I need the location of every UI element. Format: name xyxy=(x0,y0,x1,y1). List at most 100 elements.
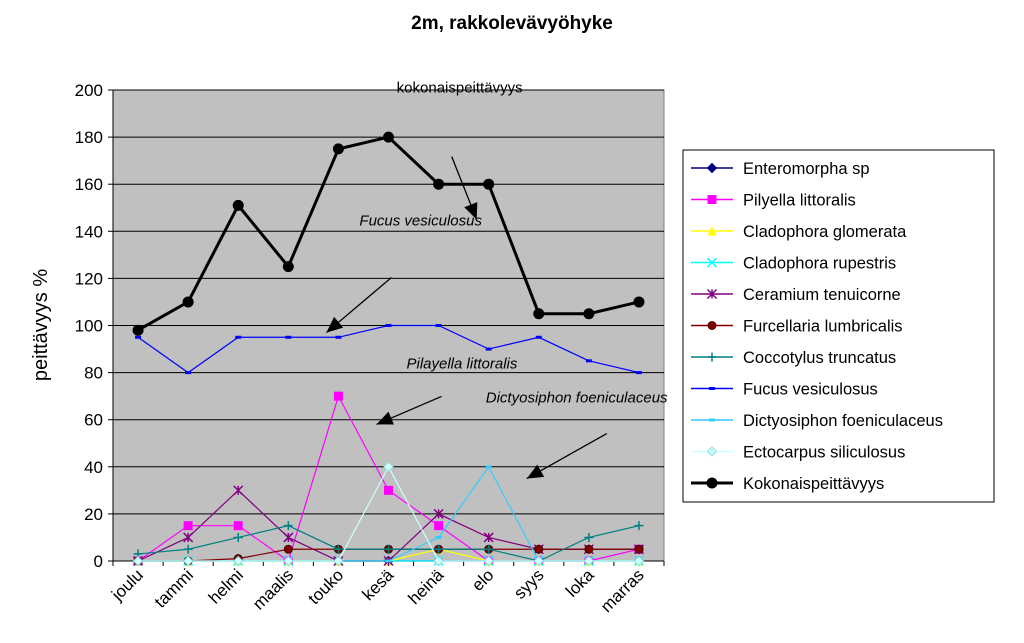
data-point xyxy=(132,555,144,567)
data-point xyxy=(635,371,642,375)
x-tick-label: loka xyxy=(562,565,598,601)
y-tick-label: 120 xyxy=(75,269,103,288)
data-point xyxy=(709,387,715,390)
legend-item: Cladophora rupestris xyxy=(691,255,896,273)
data-point xyxy=(183,544,193,554)
data-point xyxy=(435,324,442,327)
data-point xyxy=(285,335,292,339)
legend-item: Dictyosiphon foeniculaceus xyxy=(691,412,943,430)
annotation: kokonaispeittävyys xyxy=(397,80,523,220)
data-point xyxy=(584,544,594,554)
data-point xyxy=(434,521,444,531)
data-point xyxy=(533,308,545,320)
data-point xyxy=(633,555,645,567)
legend-item: Pilyella littoralis xyxy=(691,192,856,210)
data-point xyxy=(707,352,717,362)
data-point xyxy=(132,324,144,336)
data-point xyxy=(282,261,294,273)
legend-label: Kokonaispeittävyys xyxy=(743,475,884,493)
legend-label: Enteromorpha sp xyxy=(743,160,870,178)
y-tick-label: 180 xyxy=(75,128,103,147)
y-tick-label: 100 xyxy=(75,317,103,336)
data-point xyxy=(706,162,718,174)
data-point xyxy=(533,555,544,567)
legend-label: Pilyella littoralis xyxy=(743,192,856,210)
data-point xyxy=(385,324,392,327)
series-ectocarpus-siliculosus xyxy=(132,461,645,567)
y-tick-label: 200 xyxy=(75,81,103,100)
data-point xyxy=(332,143,344,155)
data-point xyxy=(483,532,494,543)
data-point xyxy=(706,477,718,489)
data-point xyxy=(233,532,243,542)
legend-label: Coccotylus truncatus xyxy=(743,349,896,367)
data-point xyxy=(232,199,244,211)
legend-item: Fucus vesiculosus xyxy=(691,381,878,399)
data-point xyxy=(707,226,717,236)
data-point xyxy=(235,335,242,339)
data-point xyxy=(385,559,392,563)
data-point xyxy=(433,555,444,567)
data-point xyxy=(485,465,492,469)
data-point xyxy=(485,347,492,351)
data-point xyxy=(707,195,717,204)
data-point xyxy=(634,521,644,531)
data-point xyxy=(283,532,294,543)
data-point xyxy=(183,521,193,531)
data-point xyxy=(384,485,393,495)
y-axis-label: peittävyys % xyxy=(30,269,52,381)
annotation-label: Dictyosiphon foeniculaceus xyxy=(486,390,668,407)
data-point xyxy=(233,555,244,567)
series-layer xyxy=(132,131,645,567)
x-tick-label: syys xyxy=(510,565,547,602)
x-tick-label: touko xyxy=(304,565,347,608)
annotation: Dictyosiphon foeniculaceus xyxy=(486,390,668,480)
data-point xyxy=(484,544,494,554)
series-kokonaispeitt-vyys xyxy=(132,131,645,336)
data-point xyxy=(283,555,294,567)
data-point xyxy=(233,521,243,531)
y-tick-label: 60 xyxy=(84,411,103,430)
y-tick-label: 40 xyxy=(84,458,103,477)
x-tick-label: tammi xyxy=(151,565,197,611)
legend-label: Dictyosiphon foeniculaceus xyxy=(743,412,943,430)
data-point xyxy=(706,446,718,457)
legend-item: Coccotylus truncatus xyxy=(691,349,896,367)
y-tick-label: 80 xyxy=(84,364,103,383)
y-tick-label: 20 xyxy=(84,505,103,524)
x-axis-ticks: joulu tammi helmi maalis touko kesä heinä elo sy… xyxy=(107,561,665,616)
data-point xyxy=(333,544,343,554)
data-point xyxy=(182,296,194,308)
series-fucus-vesiculosus xyxy=(135,324,642,375)
data-point xyxy=(433,178,445,190)
annotation-arrowhead xyxy=(526,464,545,479)
data-point xyxy=(333,391,343,401)
annotation: Fucus vesiculosus xyxy=(325,213,482,334)
data-point xyxy=(384,544,393,554)
legend-item: Ceramium tenuicorne xyxy=(691,286,901,304)
annotation-label: Fucus vesiculosus xyxy=(359,213,482,230)
x-tick-label: marras xyxy=(597,565,648,616)
y-tick-label: 160 xyxy=(75,175,103,194)
legend-label: Ectocarpus siliculosus xyxy=(743,444,905,462)
data-point xyxy=(434,544,444,554)
x-tick-label: joulu xyxy=(107,565,147,605)
data-point xyxy=(335,335,342,339)
annotation: Pilayella littoralis xyxy=(376,355,518,426)
annotations: kokonaispeittävyys Fucus vesiculosus Pilay… xyxy=(325,80,668,480)
data-point xyxy=(483,555,494,567)
data-point xyxy=(709,418,715,422)
data-point xyxy=(383,461,394,473)
data-point xyxy=(534,544,544,554)
data-point xyxy=(706,257,718,268)
annotation-arrowhead xyxy=(464,202,478,220)
annotation-arrowhead xyxy=(326,316,344,333)
x-tick-label: heinä xyxy=(405,565,448,608)
x-tick-label: maalis xyxy=(249,565,297,613)
data-point xyxy=(535,335,542,339)
data-point xyxy=(584,532,594,542)
data-point xyxy=(333,555,344,567)
legend-item: Kokonaispeittävyys xyxy=(691,475,884,493)
data-point xyxy=(707,321,717,330)
legend-label: Cladophora glomerata xyxy=(743,223,907,241)
